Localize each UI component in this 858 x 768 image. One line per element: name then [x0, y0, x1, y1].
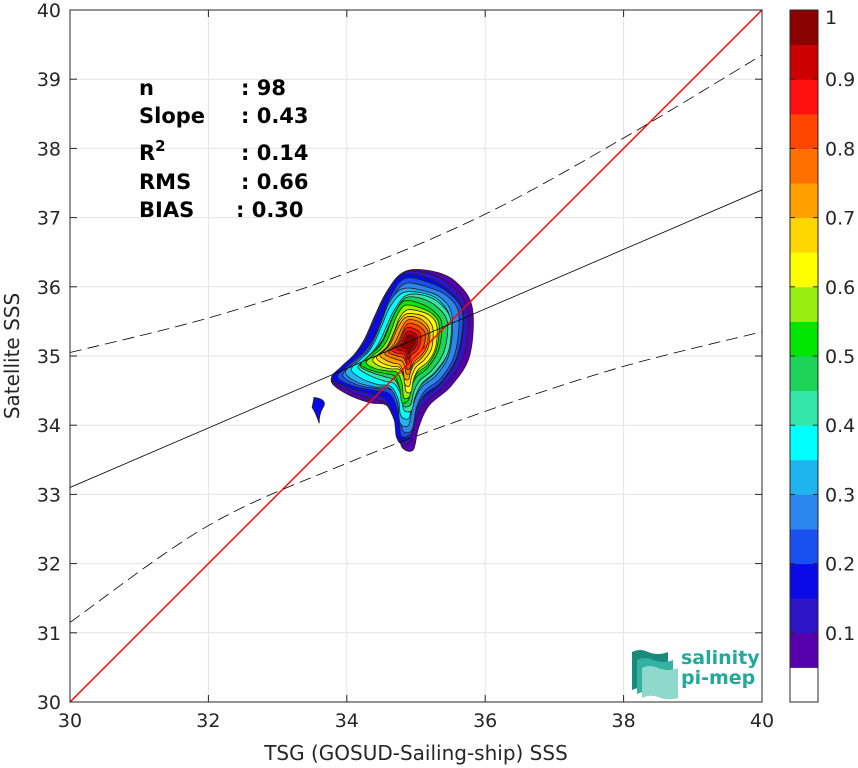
y-tick-label: 34: [37, 415, 61, 437]
colorbar-segment: [790, 321, 818, 357]
colorbar-segment: [790, 356, 818, 392]
colorbar-segment: [790, 183, 818, 219]
colorbar-tick-label: 0.1: [825, 623, 855, 645]
stats-box: n : 98 Slope : 0.43 R2 : 0.14 RMS : 0.66…: [139, 76, 309, 222]
stat-label-r2: R2: [139, 137, 166, 165]
y-tick-label: 38: [37, 138, 61, 160]
stat-label-n: n: [139, 76, 154, 100]
colorbar-segment: [790, 148, 818, 184]
colorbar-segment: [790, 10, 818, 46]
x-tick-label: 40: [750, 710, 774, 732]
confidence-lower-line: [70, 331, 762, 623]
logo-line2: pi-mep: [681, 667, 755, 689]
colorbar-segment: [790, 459, 818, 495]
colorbar-tick-label: 0.2: [825, 554, 855, 576]
stat-value-rms: : 0.66: [241, 170, 309, 194]
colorbar-tick-label: 0.6: [825, 277, 855, 299]
colorbar-segment: [790, 252, 818, 288]
density-contours: [311, 269, 474, 452]
confidence-upper-line: [70, 54, 762, 353]
colorbar-segment: [790, 217, 818, 253]
colorbar-segment: [790, 425, 818, 461]
y-tick-label: 31: [37, 623, 61, 645]
colorbar-segment: [790, 667, 818, 703]
y-tick-label: 30: [37, 692, 61, 714]
y-tick-label: 40: [37, 0, 61, 22]
identity-line: [70, 10, 762, 702]
colorbar-segment: [790, 44, 818, 80]
colorbar-segment: [790, 563, 818, 599]
colorbar-tick-label: 0.7: [825, 208, 855, 230]
colorbar-segment: [790, 494, 818, 530]
colorbar-segment: [790, 286, 818, 322]
axis-ticks: 30 32 34 36 38 40 30 31 32 33 34 35 36 37 38 39 40: [37, 0, 774, 732]
stat-value-n: : 98: [241, 76, 286, 100]
colorbar-tick-label: 0.8: [825, 138, 855, 160]
y-tick-label: 37: [37, 208, 61, 230]
colorbar-segment: [790, 632, 818, 668]
stat-label-rms: RMS: [139, 170, 191, 194]
logo-line1: salinity: [681, 647, 760, 669]
y-tick-label: 32: [37, 554, 61, 576]
stat-label-bias: BIAS: [139, 198, 194, 222]
colorbar-segment: [790, 598, 818, 634]
wave-logo-icon: [632, 650, 678, 700]
density-contour-outlier: [311, 396, 325, 424]
colorbar-segment: [790, 390, 818, 426]
reference-lines: [70, 10, 762, 702]
colorbar-tick-label: 0.5: [825, 346, 855, 368]
y-tick-label: 33: [37, 484, 61, 506]
colorbar-tick-label: 0.9: [825, 69, 855, 91]
x-tick-label: 34: [335, 710, 359, 732]
colorbar-segment: [790, 113, 818, 149]
colorbar-ticks: 0.1 0.2 0.3 0.4 0.5 0.6 0.7 0.8 0.9 1: [790, 7, 855, 645]
y-axis-label: Satellite SSS: [0, 293, 24, 419]
y-tick-label: 36: [37, 277, 61, 299]
colorbar: [790, 10, 818, 703]
colorbar-tick-label: 1: [825, 7, 837, 29]
y-tick-label: 35: [37, 346, 61, 368]
stat-value-r2: : 0.14: [241, 141, 309, 165]
stat-label-slope: Slope: [139, 104, 205, 128]
salinity-pi-mep-logo: salinity pi-mep: [632, 647, 760, 700]
x-tick-label: 38: [612, 710, 636, 732]
colorbar-tick-label: 0.3: [825, 484, 855, 506]
regression-line: [70, 189, 762, 488]
x-tick-label: 32: [196, 710, 220, 732]
colorbar-segment: [790, 529, 818, 565]
x-tick-label: 36: [473, 710, 497, 732]
x-tick-label: 30: [58, 710, 82, 732]
y-tick-label: 39: [37, 69, 61, 91]
x-axis-label: TSG (GOSUD-Sailing-ship) SSS: [263, 741, 568, 765]
colorbar-tick-label: 0.4: [825, 415, 855, 437]
stat-value-slope: : 0.43: [241, 104, 309, 128]
stat-value-bias: : 0.30: [236, 198, 304, 222]
colorbar-segment: [790, 79, 818, 115]
